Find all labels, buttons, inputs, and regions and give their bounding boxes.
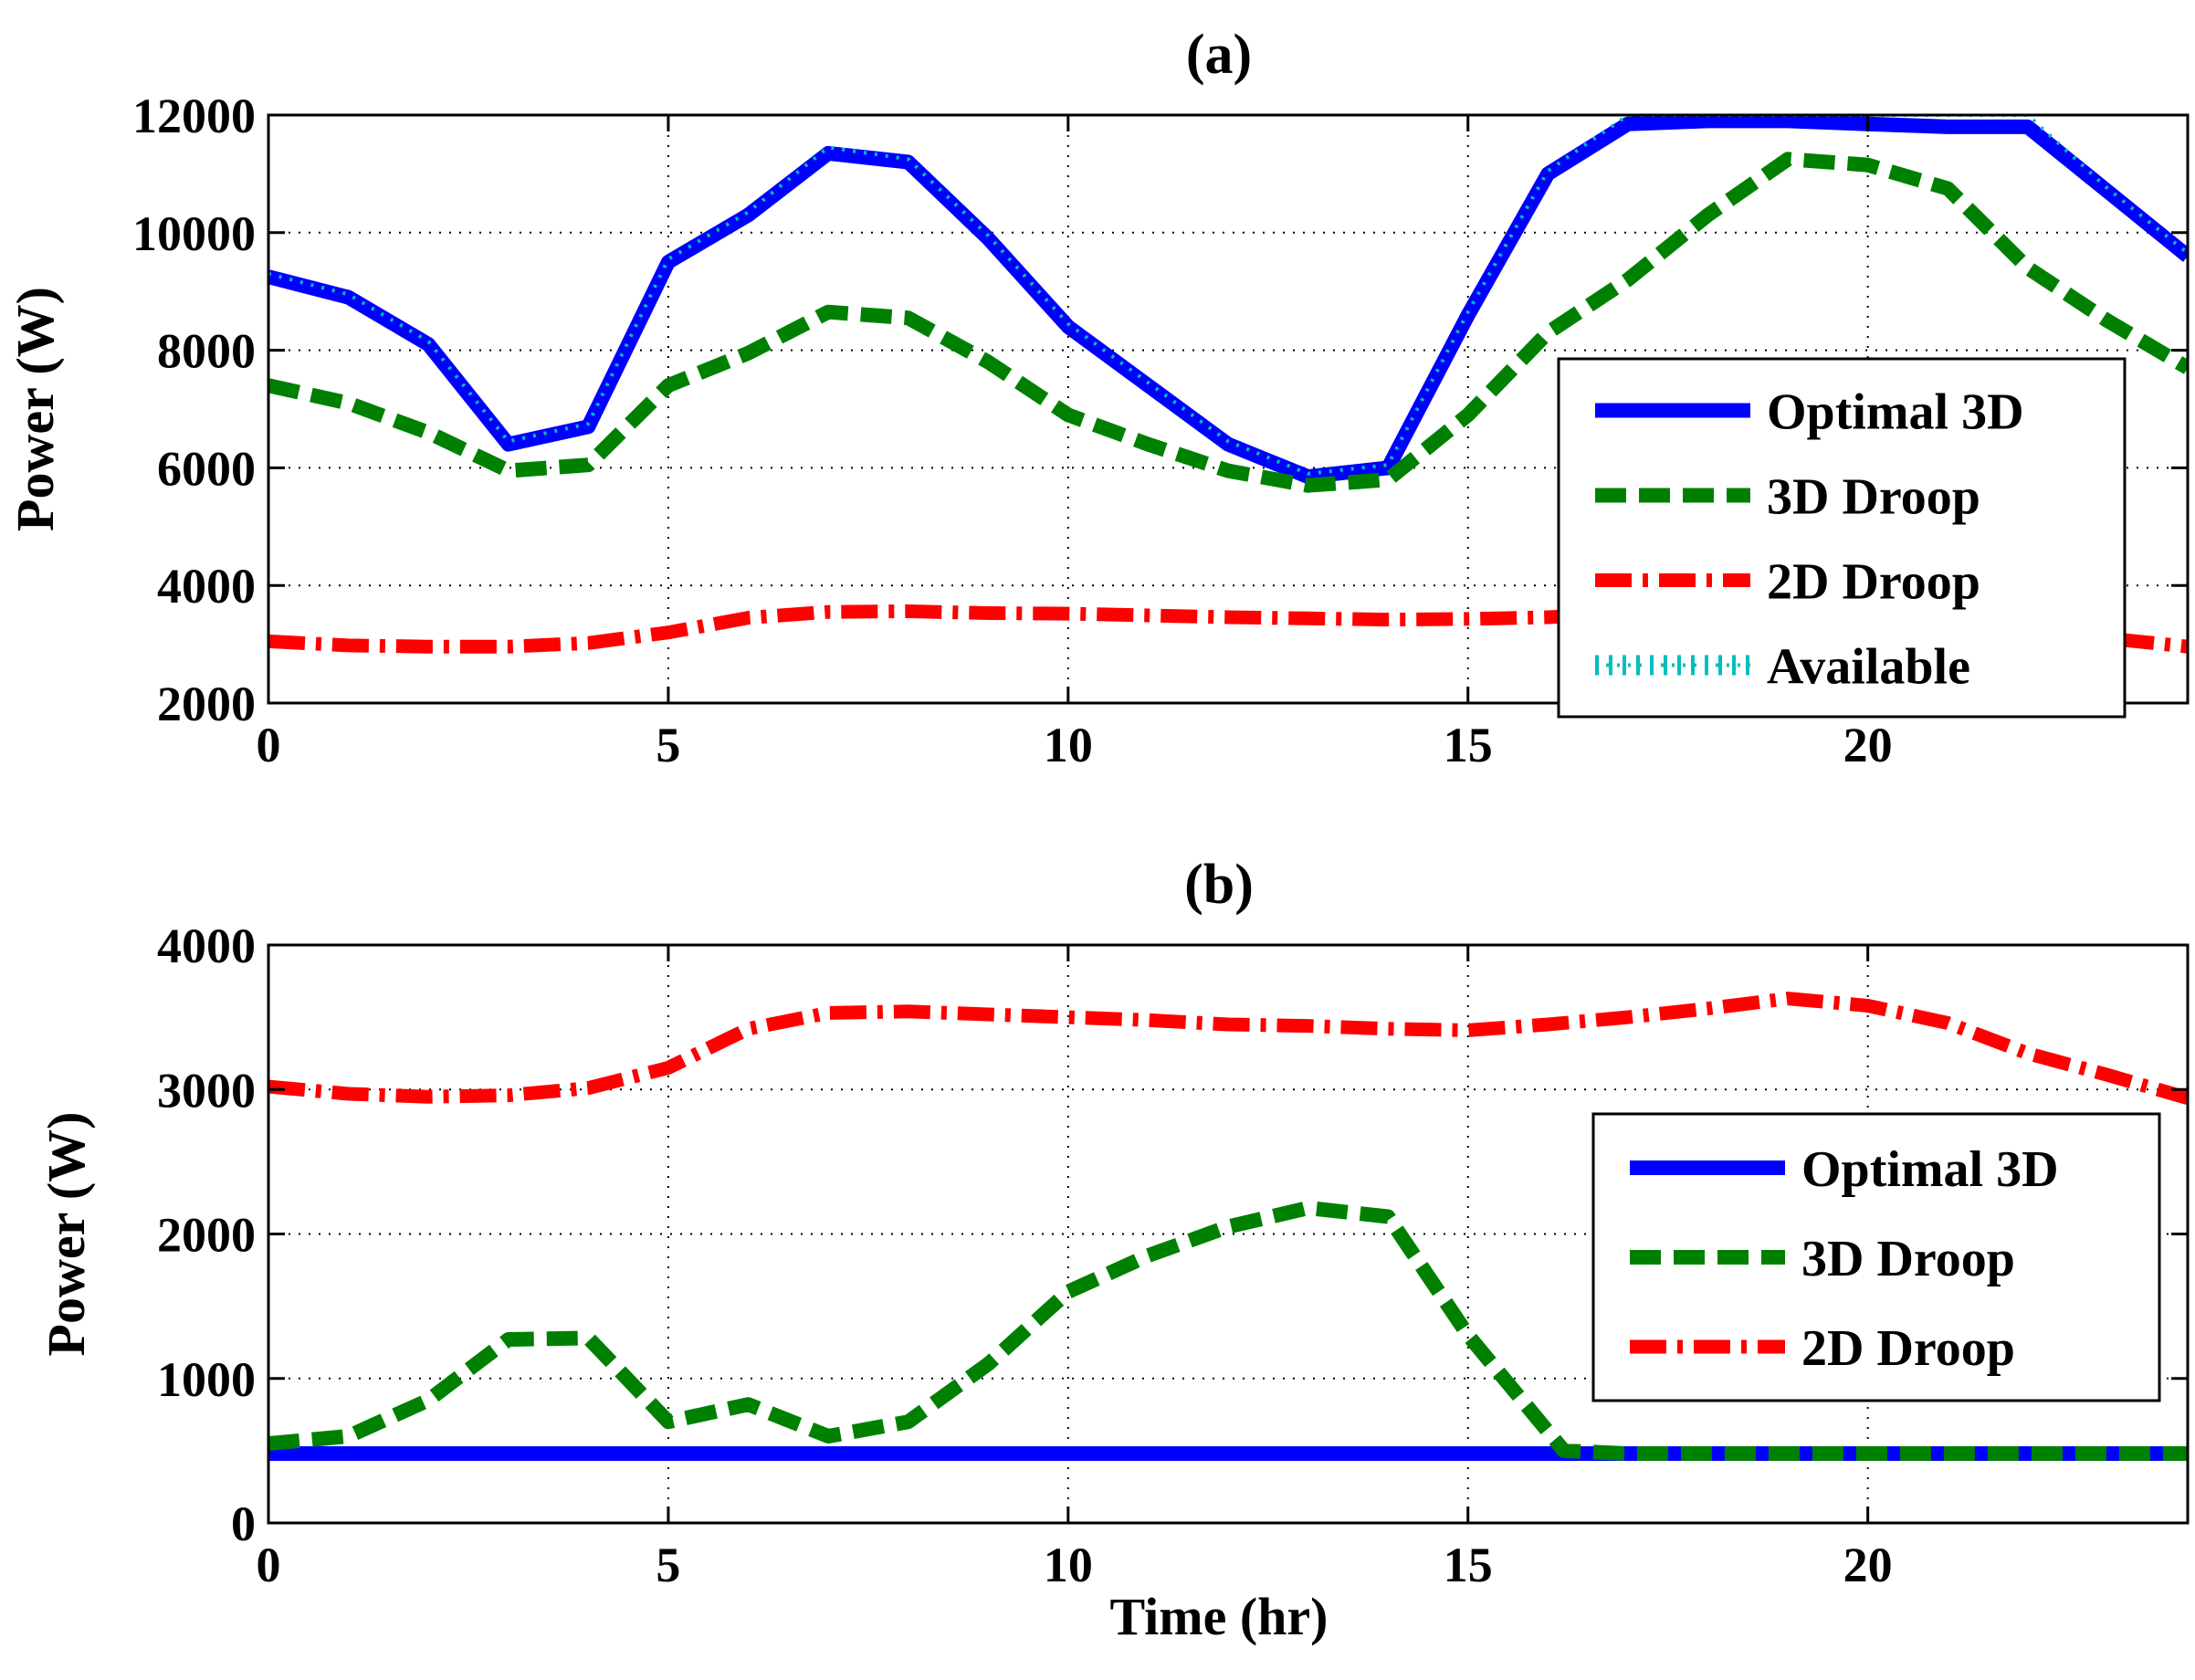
- series-line-3d-droop: [268, 1201, 2188, 1461]
- x-tick-label: 15: [1444, 718, 1493, 772]
- x-tick-label: 0: [257, 1538, 281, 1592]
- legend-label-available: Available: [1767, 639, 1970, 696]
- series-line-available: [268, 115, 2188, 476]
- y-axis-label: Power (W): [5, 287, 65, 531]
- legend-label-3d-droop: 3D Droop: [1801, 1231, 2015, 1287]
- chart-title-b: (b): [1184, 854, 1254, 916]
- series-line-2d-droop: [268, 992, 2188, 1105]
- y-axis-label: Power (W): [37, 1112, 96, 1357]
- x-tick-label: 20: [1843, 718, 1893, 772]
- y-tick-label: 10000: [132, 206, 256, 261]
- x-tick-label: 5: [656, 1538, 680, 1592]
- legend-label-optimal-3d: Optimal 3D: [1801, 1141, 2059, 1198]
- x-tick-label: 10: [1044, 1538, 1093, 1592]
- series-line-3d-droop: [268, 152, 2188, 493]
- chart-a: 0 5 10 15 20 2000 4000 6000 8000 10000 12000 (a) Pow…: [5, 24, 2190, 772]
- chart-b: 0 5 10 15 20 0 1000 2000 3000 4000 (b) Power (W) Tim…: [37, 854, 2190, 1646]
- y-tick-label: 6000: [157, 441, 256, 496]
- y-tick-label: 4000: [157, 559, 256, 614]
- y-tick-label: 0: [231, 1496, 256, 1551]
- x-tick-label: 10: [1044, 718, 1093, 772]
- legend-label-2d-droop: 2D Droop: [1801, 1320, 2015, 1377]
- x-tick-label: 0: [257, 718, 281, 772]
- x-tick-label: 15: [1444, 1538, 1493, 1592]
- y-tick-label: 4000: [157, 919, 256, 973]
- legend-label-3d-droop: 3D Droop: [1767, 469, 1980, 526]
- y-tick-label: 2000: [157, 1208, 256, 1263]
- y-tick-label: 3000: [157, 1063, 256, 1118]
- x-tick-label: 5: [656, 718, 680, 772]
- legend-label-optimal-3d: Optimal 3D: [1767, 384, 2024, 441]
- chart-title-a: (a): [1186, 24, 1252, 86]
- y-tick-label: 2000: [157, 677, 256, 731]
- y-tick-label: 8000: [157, 324, 256, 379]
- legend-label-2d-droop: 2D Droop: [1767, 554, 1980, 611]
- y-tick-label: 1000: [157, 1352, 256, 1407]
- axes-frame-a: [267, 113, 2190, 705]
- x-axis-label: Time (hr): [1110, 1587, 1329, 1646]
- y-tick-label: 12000: [132, 89, 256, 143]
- x-tick-label: 20: [1843, 1538, 1893, 1592]
